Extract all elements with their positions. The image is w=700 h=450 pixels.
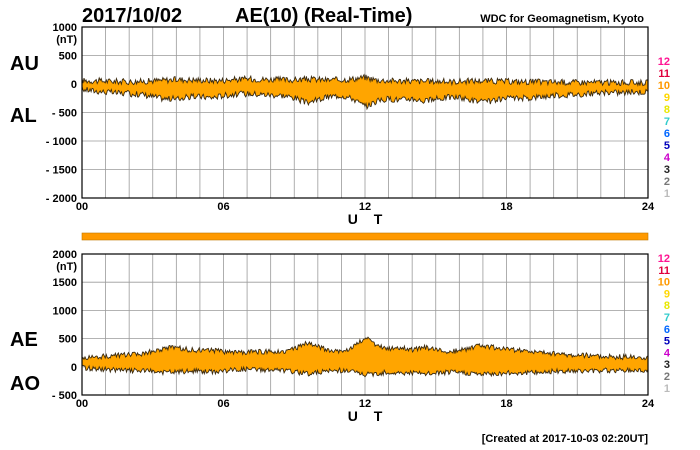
y-tick-label: - 2000 <box>46 193 77 205</box>
y-tick-label: - 1500 <box>46 165 77 177</box>
created-timestamp: [Created at 2017-10-03 02:20UT] <box>482 433 649 445</box>
x-tick-label: 06 <box>217 398 229 410</box>
legend-station-count: 7 <box>664 116 670 128</box>
x-tick-label: 12 <box>359 398 371 410</box>
legend-station-count: 4 <box>664 347 671 359</box>
station-count-bar <box>81 232 649 241</box>
x-axis-label: U T <box>348 408 389 424</box>
legend-station-count: 3 <box>664 164 670 176</box>
side-label-al: AL <box>10 105 37 127</box>
envelope-fill-ae-ao <box>82 337 648 377</box>
legend-station-count: 7 <box>664 312 670 324</box>
y-unit-label: (nT) <box>56 34 77 46</box>
plot-frame <box>81 26 649 199</box>
legend-station-count: 5 <box>664 140 670 152</box>
y-tick-label: 1000 <box>53 22 77 34</box>
x-tick-label: 24 <box>642 398 655 410</box>
x-tick-label: 18 <box>500 398 512 410</box>
legend-station-count: 1 <box>664 383 670 395</box>
x-axis-label: U T <box>348 211 389 227</box>
legend-station-count: 3 <box>664 359 670 371</box>
legend-station-count: 6 <box>664 324 670 336</box>
legend-station-count: 11 <box>658 265 670 277</box>
side-label-ae: AE <box>10 329 38 351</box>
index-title: AE(10) (Real-Time) <box>235 5 412 27</box>
y-tick-label: - 500 <box>52 108 77 120</box>
x-tick-label: 24 <box>642 201 655 213</box>
x-tick-label: 18 <box>500 201 512 213</box>
y-tick-label: 500 <box>59 51 77 63</box>
legend-station-count: 11 <box>658 68 670 80</box>
x-tick-label: 00 <box>76 201 88 213</box>
y-tick-label: - 500 <box>52 390 77 402</box>
legend-station-count: 8 <box>664 300 670 312</box>
legend-station-count: 12 <box>658 253 670 265</box>
y-tick-label: 0 <box>71 362 77 374</box>
x-tick-label: 00 <box>76 398 88 410</box>
side-label-ao: AO <box>10 373 40 395</box>
legend-station-count: 8 <box>664 104 670 116</box>
y-tick-label: - 1000 <box>46 136 77 148</box>
y-tick-label: 2000 <box>53 249 77 261</box>
legend-station-count: 5 <box>664 336 670 348</box>
date-title: 2017/10/02 <box>82 5 182 27</box>
envelope-fill-au-al <box>82 74 648 109</box>
series-line-au <box>81 73 649 87</box>
legend-station-count: 4 <box>664 152 671 164</box>
x-tick-label: 12 <box>359 201 371 213</box>
legend-station-count: 2 <box>664 371 670 383</box>
legend-station-count: 1 <box>664 188 670 200</box>
au-al-panel: 1000 500 0 - 500 - 1000 - 1500 - 2000 (nT) 00 06 1… <box>10 22 671 227</box>
series-line-ae <box>81 336 649 361</box>
y-tick-label: 1500 <box>53 277 77 289</box>
y-tick-label: 1000 <box>53 305 77 317</box>
legend-station-count: 9 <box>664 92 670 104</box>
legend-station-count: 2 <box>664 176 670 188</box>
series-line-al <box>81 86 649 111</box>
y-unit-label: (nT) <box>56 261 77 273</box>
y-tick-label: 500 <box>59 334 77 346</box>
source-label: WDC for Geomagnetism, Kyoto <box>480 13 644 25</box>
legend-station-count: 10 <box>658 277 670 289</box>
legend-station-count: 6 <box>664 128 670 140</box>
series-line-ao <box>81 364 649 378</box>
legend-station-count: 9 <box>664 288 670 300</box>
legend-station-count: 10 <box>658 80 670 92</box>
plot-frame <box>81 253 649 396</box>
side-label-au: AU <box>10 53 39 75</box>
y-tick-label: 0 <box>71 79 77 91</box>
x-tick-label: 06 <box>217 201 229 213</box>
legend-station-count: 12 <box>658 56 670 68</box>
